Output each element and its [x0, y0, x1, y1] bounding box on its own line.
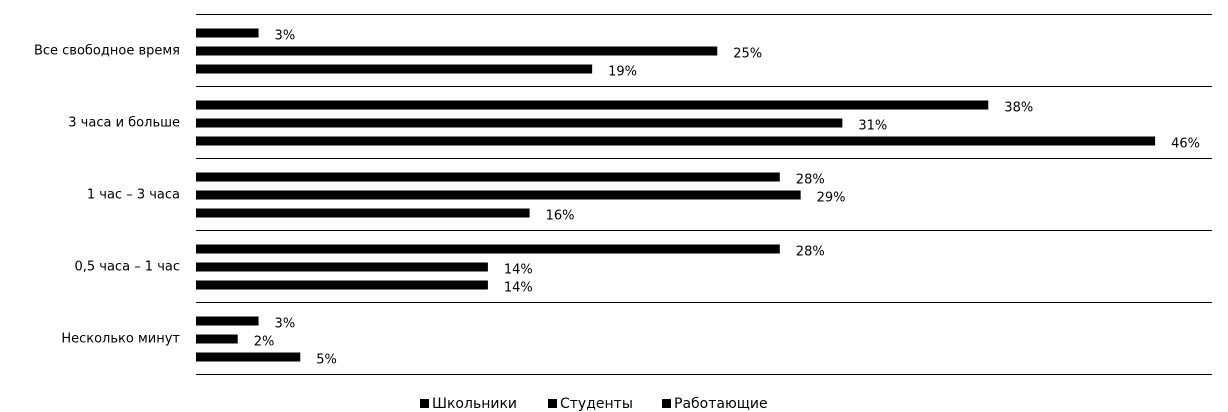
bar	[196, 334, 238, 344]
data-label: 29%	[817, 191, 846, 206]
bar	[196, 208, 530, 218]
bar	[196, 46, 718, 56]
bar	[196, 190, 801, 200]
category-label: 3 часа и больше	[68, 116, 180, 131]
data-label: 3%	[275, 29, 296, 44]
category-label: 0,5 часа – 1 час	[74, 260, 180, 275]
bar	[196, 262, 488, 272]
category-label: Несколько минут	[61, 332, 180, 347]
data-label: 31%	[858, 119, 887, 134]
legend-swatch	[420, 399, 429, 408]
bar	[196, 100, 989, 110]
data-label: 16%	[546, 209, 575, 224]
data-label: 38%	[1004, 101, 1033, 116]
legend-label: Студенты	[560, 396, 633, 412]
bar	[196, 352, 301, 362]
data-label: 2%	[254, 335, 275, 350]
bar	[196, 316, 259, 326]
category-label: Все свободное время	[34, 44, 180, 59]
data-label: 46%	[1171, 137, 1200, 152]
bar	[196, 172, 780, 182]
data-label: 14%	[504, 281, 533, 296]
data-label: 14%	[504, 263, 533, 278]
legend-label: Работающие	[674, 396, 768, 412]
data-label: 19%	[608, 65, 637, 80]
bar	[196, 118, 843, 128]
bar	[196, 64, 593, 74]
bar	[196, 136, 1156, 146]
category-label: 1 час – 3 часа	[87, 188, 180, 203]
data-label: 5%	[316, 353, 337, 368]
legend-swatch	[662, 399, 671, 408]
bar	[196, 280, 488, 290]
data-label: 25%	[733, 47, 762, 62]
data-label: 28%	[796, 173, 825, 188]
data-label: 3%	[275, 317, 296, 332]
legend-swatch	[548, 399, 557, 408]
data-label: 28%	[796, 245, 825, 260]
bar	[196, 244, 780, 254]
legend-label: Школьники	[432, 396, 517, 412]
bar	[196, 28, 259, 38]
